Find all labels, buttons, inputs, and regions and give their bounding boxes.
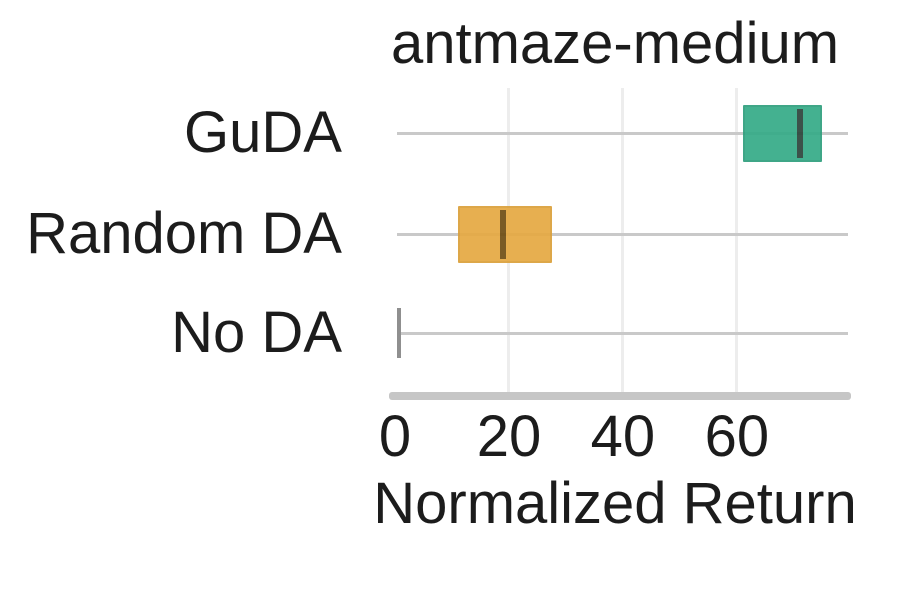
y-tick-label-no-da: No DA xyxy=(171,300,342,365)
y-tick-label-random-da: Random DA xyxy=(26,201,342,266)
x-tick-label-40: 40 xyxy=(590,404,656,469)
horizontal-gridline xyxy=(397,131,848,135)
x-tick-label-0: 0 xyxy=(378,404,412,469)
vertical-gridline xyxy=(621,88,625,397)
plot-area xyxy=(395,88,848,397)
x-axis-spine xyxy=(389,392,851,400)
x-tick-label-20: 20 xyxy=(476,404,542,469)
box-guda xyxy=(742,104,823,162)
x-tick-label-60: 60 xyxy=(704,404,770,469)
median-line xyxy=(500,209,507,259)
chart-title: antmaze-medium xyxy=(390,11,840,76)
box-random-da xyxy=(457,205,552,263)
box-no-da-collapsed xyxy=(396,308,401,358)
median-line xyxy=(796,108,803,158)
horizontal-gridline xyxy=(397,331,848,335)
horizontal-gridline xyxy=(397,232,848,236)
y-tick-label-guda: GuDA xyxy=(184,100,342,165)
vertical-gridline xyxy=(735,88,739,397)
x-axis-label: Normalized Return xyxy=(373,471,857,536)
